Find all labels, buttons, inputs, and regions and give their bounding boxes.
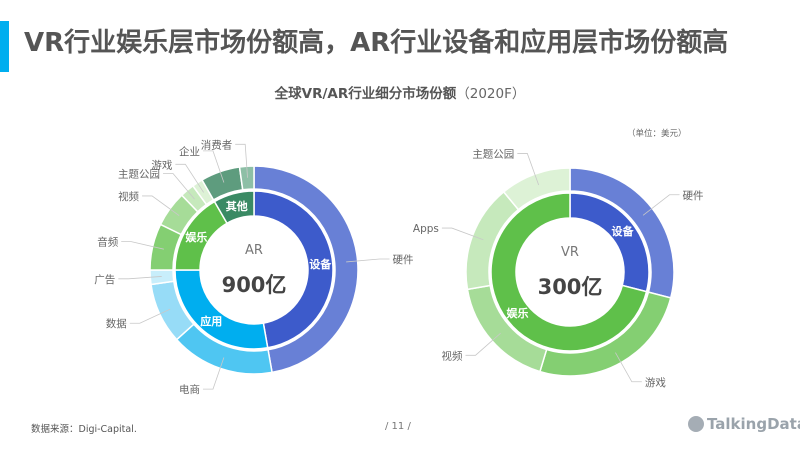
outer-slice-label: 消费者 [201,138,233,151]
outer-slice-label: 主题公园 [118,168,160,180]
outer-slice-label: 广告 [94,273,115,286]
inner-slice-label: 娱乐 [506,306,528,320]
outer-slice-label: 企业 [179,145,200,158]
leader-line [346,258,390,263]
chart-title: 全球VR/AR行业细分市场份额（2020F） [0,82,800,102]
inner-slice-娱乐 [490,192,648,352]
leader-line [235,143,248,178]
logo-icon [688,416,704,432]
outer-slice-主题公园 [502,167,571,211]
outer-slice-label: 音频 [97,236,118,249]
chart-title-main: 全球VR/AR行业细分市场份额 [274,86,457,102]
logo-text: TalkingData [707,415,800,433]
title-accent-bar [0,21,9,72]
leader-line [465,332,501,356]
outer-slice-label: 数据 [106,317,127,330]
data-source: 数据来源：Digi-Capital. [31,424,137,435]
outer-slice-label: Apps [413,223,439,235]
leader-line [202,357,225,390]
leader-line [642,194,680,216]
outer-slice-label: 视频 [118,190,139,203]
leader-line [163,173,195,200]
inner-slice-其他 [213,190,255,225]
leader-line [121,241,164,250]
outer-slice-label: 游戏 [151,158,172,171]
inner-slice-设备 [253,190,334,349]
leader-line [441,227,484,241]
inner-slice-label: 娱乐 [185,230,207,244]
leader-line [118,276,162,280]
center-label: AR [245,243,263,258]
page-number: / 11 / [385,421,411,432]
center-value: 900亿 [222,273,287,297]
chart-title-year: （2020F） [456,86,526,102]
unit-note: （单位：美元） [627,129,687,139]
center-label: VR [561,245,579,260]
outer-slice-label: 硬件 [393,254,414,266]
leader-line [517,153,540,186]
talkingdata-logo: TalkingData [688,415,800,433]
outer-slice-消费者 [238,165,255,191]
outer-slice-label: 游戏 [645,376,666,389]
inner-slice-label: 设备 [309,257,332,271]
outer-slice-label: 硬件 [683,190,704,202]
inner-slice-label: 设备 [612,224,635,238]
inner-slice-label: 应用 [200,314,222,328]
leader-line [175,163,204,193]
outer-slice-label: 电商 [179,383,200,396]
outer-slice-label: 主题公园 [472,148,514,160]
leader-line [142,195,180,216]
outer-slice-label: 视频 [441,349,462,362]
leader-line [615,352,642,383]
leader-line [202,150,225,183]
center-value: 300亿 [538,275,603,299]
page-title: VR行业娱乐层市场份额高，AR行业设备和应用层市场份额高 [24,28,729,58]
leader-line [129,308,171,324]
inner-slice-label: 其他 [226,199,248,213]
